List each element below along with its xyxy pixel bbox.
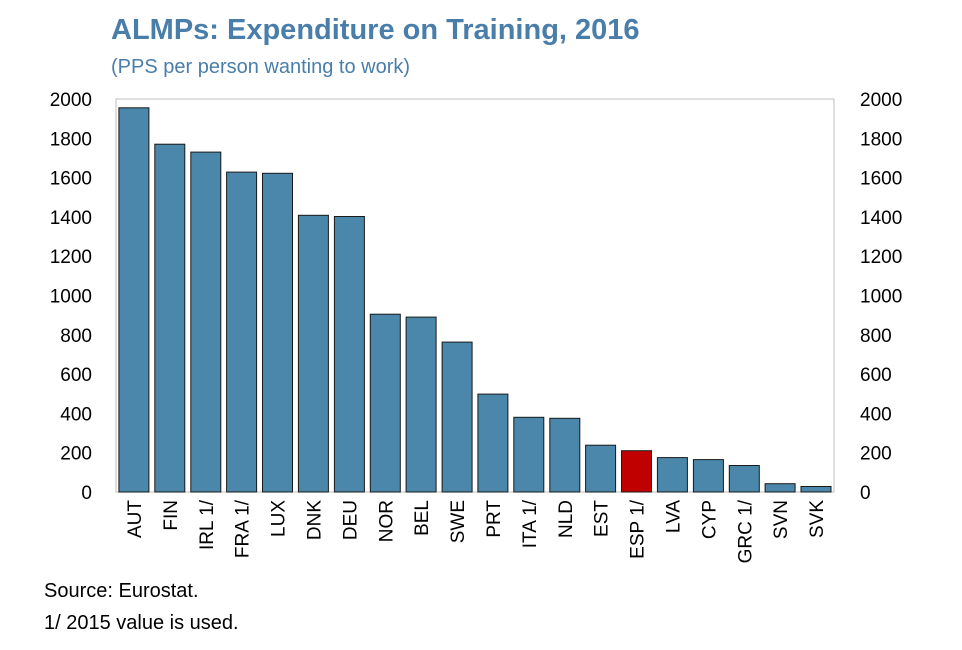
bar-svk bbox=[800, 486, 832, 493]
chart-title: ALMPs: Expenditure on Training, 2016 bbox=[111, 14, 640, 46]
bar-svn bbox=[764, 483, 796, 493]
x-tick-label: DNK bbox=[304, 500, 325, 540]
bar-lva bbox=[656, 457, 688, 493]
x-tick-label: GRC 1/ bbox=[735, 499, 756, 563]
bar-grc-1 bbox=[728, 465, 760, 493]
x-tick-label: IRL 1/ bbox=[197, 499, 218, 550]
chart-subtitle: (PPS per person wanting to work) bbox=[111, 56, 411, 78]
y-tick-label-right: 0 bbox=[860, 483, 871, 504]
y-tick-label-right: 200 bbox=[860, 444, 892, 465]
x-tick-label: SVK bbox=[807, 500, 828, 538]
y-tick-label-left: 1200 bbox=[50, 247, 92, 268]
y-tick-label-right: 1800 bbox=[860, 129, 902, 150]
bar-fin bbox=[154, 143, 186, 493]
x-axis-labels: AUT FIN IRL 1/FRA 1/LUX DNK DEU NOR BEL SWE PRT I… bbox=[125, 499, 828, 563]
x-tick-label: NLD bbox=[556, 500, 577, 538]
x-tick-label: ITA 1/ bbox=[520, 499, 541, 548]
bar-dnk bbox=[297, 214, 329, 493]
plot-frame bbox=[115, 98, 835, 493]
y-tick-label-left: 1000 bbox=[50, 287, 92, 308]
y-tick-label-right: 800 bbox=[860, 326, 892, 347]
y-tick-label-left: 1400 bbox=[50, 208, 92, 229]
y-tick-label-right: 1600 bbox=[860, 169, 902, 190]
x-tick-label: LVA bbox=[663, 500, 684, 533]
left-axis-ticks: 0 200 400 600 800 1000 1200 1400 1600 1800 2000 bbox=[50, 90, 92, 504]
y-tick-label-left: 600 bbox=[60, 365, 92, 386]
x-tick-label: EST bbox=[592, 500, 613, 537]
y-tick-label-right: 600 bbox=[860, 365, 892, 386]
y-tick-label-left: 800 bbox=[60, 326, 92, 347]
y-tick-label-left: 1800 bbox=[50, 129, 92, 150]
bar-ita-1 bbox=[513, 416, 545, 493]
bar-prt bbox=[477, 393, 509, 493]
x-tick-label: CYP bbox=[699, 500, 720, 539]
bar-nld bbox=[549, 417, 581, 493]
source-note: Source: Eurostat. bbox=[44, 580, 199, 602]
y-tick-label-right: 1400 bbox=[860, 208, 902, 229]
bar-irl-1 bbox=[190, 151, 222, 493]
y-tick-label-right: 400 bbox=[860, 404, 892, 425]
y-tick-label-right: 1000 bbox=[860, 287, 902, 308]
x-tick-label: LUX bbox=[269, 500, 290, 537]
x-tick-label: SWE bbox=[448, 500, 469, 543]
y-tick-label-left: 0 bbox=[81, 483, 92, 504]
bar-esp-1 bbox=[621, 450, 652, 493]
y-tick-label-left: 400 bbox=[60, 404, 92, 425]
bar-swe bbox=[441, 341, 473, 493]
right-axis-ticks: 0 200 400 600 800 1000 1200 1400 1600 1800 2000 bbox=[860, 90, 902, 504]
y-tick-label-left: 200 bbox=[60, 444, 92, 465]
x-tick-label: DEU bbox=[340, 500, 361, 540]
x-tick-label: FRA 1/ bbox=[233, 499, 254, 558]
bar-bel bbox=[405, 316, 437, 493]
x-tick-label: ESP 1/ bbox=[628, 499, 649, 559]
x-tick-label: SVN bbox=[771, 500, 792, 539]
bar-nor bbox=[369, 313, 401, 493]
footnote: 1/ 2015 value is used. bbox=[44, 612, 239, 634]
bar-deu bbox=[333, 216, 365, 493]
bar-aut bbox=[118, 107, 150, 493]
y-tick-label-left: 1600 bbox=[50, 169, 92, 190]
bar-fra-1 bbox=[226, 171, 258, 493]
bars-group bbox=[118, 107, 832, 493]
bar-est bbox=[585, 444, 617, 493]
y-tick-label-left: 2000 bbox=[50, 90, 92, 111]
x-tick-label: FIN bbox=[161, 500, 182, 531]
y-tick-label-right: 1200 bbox=[860, 247, 902, 268]
x-tick-label: PRT bbox=[484, 500, 505, 538]
x-tick-label: NOR bbox=[376, 500, 397, 542]
y-tick-label-right: 2000 bbox=[860, 90, 902, 111]
x-tick-label: BEL bbox=[412, 500, 433, 536]
bar-lux bbox=[262, 172, 293, 493]
bar-cyp bbox=[692, 459, 724, 493]
x-tick-label: AUT bbox=[125, 500, 146, 538]
